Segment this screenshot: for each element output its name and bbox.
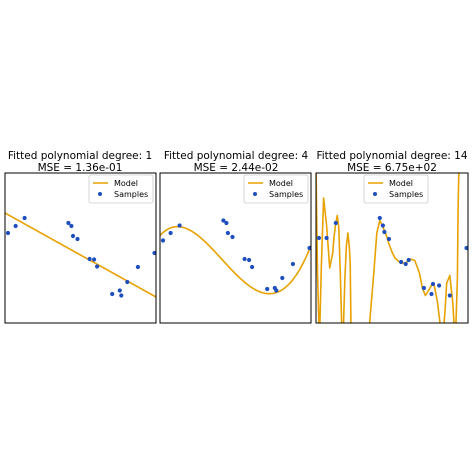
- subplot-3-sample-point: [403, 261, 408, 267]
- subplot-3-sample-point: [430, 281, 436, 287]
- subplot-1-legend-samples-label: Samples: [114, 190, 148, 199]
- subplot-3-sample-point: [429, 291, 434, 297]
- subplot-1-sample-point: [135, 264, 140, 270]
- subplot-1-sample-point: [110, 291, 115, 297]
- subplot-3-legend: Model Samples: [363, 174, 429, 204]
- subplot-1-mse: MSE = 1.36e-01: [38, 162, 123, 174]
- subplot-2-sample-point: [177, 223, 182, 228]
- subplot-3-legend-samples-label: Samples: [389, 190, 423, 199]
- subplot-2-sample-point: [221, 218, 226, 223]
- subplot-2-model-line: [160, 225, 311, 295]
- subplot-3-legend-samples-swatch: [373, 192, 377, 196]
- subplot-1-sample-point: [66, 220, 71, 226]
- subplot-2-legend-samples-label: Samples: [269, 190, 303, 199]
- subplot-1-sample-point: [152, 250, 156, 256]
- subplot-2-sample-point: [290, 261, 295, 267]
- subplot-1-sample-point: [22, 215, 27, 221]
- subplot-2-sample-point: [225, 230, 230, 236]
- subplot-3-sample-point: [316, 235, 322, 241]
- subplot-1-sample-point: [5, 230, 11, 236]
- subplot-2-sample-point: [230, 234, 235, 240]
- subplot-1-sample-point: [119, 293, 124, 298]
- subplot-1-sample-point: [69, 223, 74, 229]
- subplot-2-plot-area: [160, 218, 311, 295]
- subplot-1-title: Fitted polynomial degree: 1: [8, 150, 152, 162]
- subplot-1-legend-samples-swatch: [98, 192, 102, 196]
- subplot-3-sample-point: [333, 220, 338, 226]
- subplot-3-plot-area: [316, 173, 468, 323]
- subplot-1-model-line: [5, 212, 156, 298]
- subplot-2-sample-point: [247, 257, 252, 263]
- subplot-3-sample-point: [464, 245, 468, 251]
- subplot-degree-4: Fitted polynomial degree: 4 MSE = 2.44e-…: [159, 150, 312, 324]
- subplot-3-sample-point: [447, 293, 452, 298]
- subplot-2-sample-point: [168, 230, 173, 236]
- subplot-1-legend-box: [88, 174, 154, 204]
- subplot-3-sample-point: [406, 257, 411, 263]
- subplot-3-sample-point: [399, 259, 404, 265]
- subplot-1-sample-point: [92, 257, 97, 262]
- subplot-degree-1: Fitted polynomial degree: 1 MSE = 1.36e-…: [4, 150, 157, 324]
- subplot-3-legend-model-label: Model: [389, 179, 413, 188]
- subplot-1-plot-area: [5, 212, 156, 298]
- subplot-1-sample-point: [13, 223, 18, 229]
- subplot-1-sample-point: [87, 256, 92, 262]
- subplot-2-sample-point: [307, 245, 311, 251]
- subplot-3-sample-point: [382, 229, 387, 235]
- subplot-2-legend-box: [243, 174, 309, 204]
- subplot-1-frame: [4, 172, 157, 324]
- subplot-2-title: Fitted polynomial degree: 4: [164, 150, 309, 162]
- subplot-3-sample-point: [380, 223, 385, 228]
- subplot-2-sample-point: [160, 238, 166, 243]
- subplot-2-sample-point: [265, 286, 270, 292]
- subplot-3-sample-point: [377, 215, 382, 221]
- subplot-3-frame: [315, 172, 469, 324]
- subplot-2-sample-point: [242, 256, 247, 262]
- subplot-3-title: Fitted polynomial degree: 14: [316, 150, 467, 162]
- subplot-2-sample-point: [250, 264, 255, 270]
- subplot-1-sample-point: [70, 233, 76, 239]
- subplot-3-model-line: [316, 173, 460, 323]
- subplot-2-legend: Model Samples: [243, 174, 309, 204]
- subplot-1-legend-model-label: Model: [114, 179, 138, 188]
- subplot-2-sample-point: [224, 220, 229, 226]
- subplot-2-legend-model-label: Model: [269, 179, 293, 188]
- subplot-3-sample-point: [421, 285, 426, 291]
- subplot-3-sample-point: [324, 235, 329, 241]
- subplot-2-legend-samples-swatch: [253, 192, 257, 196]
- subplot-3-legend-box: [363, 174, 429, 204]
- subplot-2-frame: [159, 172, 312, 324]
- subplot-1-sample-point: [75, 236, 80, 242]
- subplot-1-sample-point: [125, 279, 130, 285]
- subplot-1-sample-point: [117, 288, 122, 293]
- subplot-3-mse: MSE = 6.75e+02: [347, 162, 437, 174]
- subplot-1-sample-point: [95, 264, 100, 269]
- subplot-2-sample-point: [274, 288, 279, 293]
- subplot-2-mse: MSE = 2.44e-02: [194, 162, 279, 174]
- subplot-3-sample-point: [386, 236, 392, 242]
- subplot-degree-14: Fitted polynomial degree: 14 MSE = 6.75e…: [315, 150, 469, 324]
- subplot-1-legend: Model Samples: [88, 174, 154, 204]
- subplot-3-sample-point: [437, 283, 442, 288]
- subplot-2-sample-point: [280, 275, 285, 281]
